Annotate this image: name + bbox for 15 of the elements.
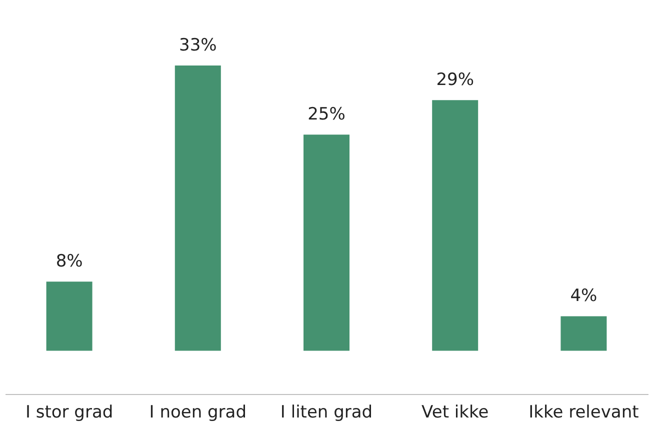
bar [46,282,92,351]
bar [560,316,607,351]
data-label: 8% [56,252,83,272]
x-tick-label: I noen grad [149,402,247,422]
x-tick-label: I liten grad [280,402,373,422]
bar [304,134,350,351]
x-tick-label: I stor grad [25,402,114,422]
data-label: 33% [179,36,217,56]
bar [174,66,221,351]
x-tick-label: Vet ikke [422,402,489,422]
bar [432,100,478,351]
x-tick-label: Ikke relevant [528,402,640,422]
data-label: 4% [570,286,598,306]
data-label: 29% [436,70,474,90]
data-label: 25% [308,104,346,125]
